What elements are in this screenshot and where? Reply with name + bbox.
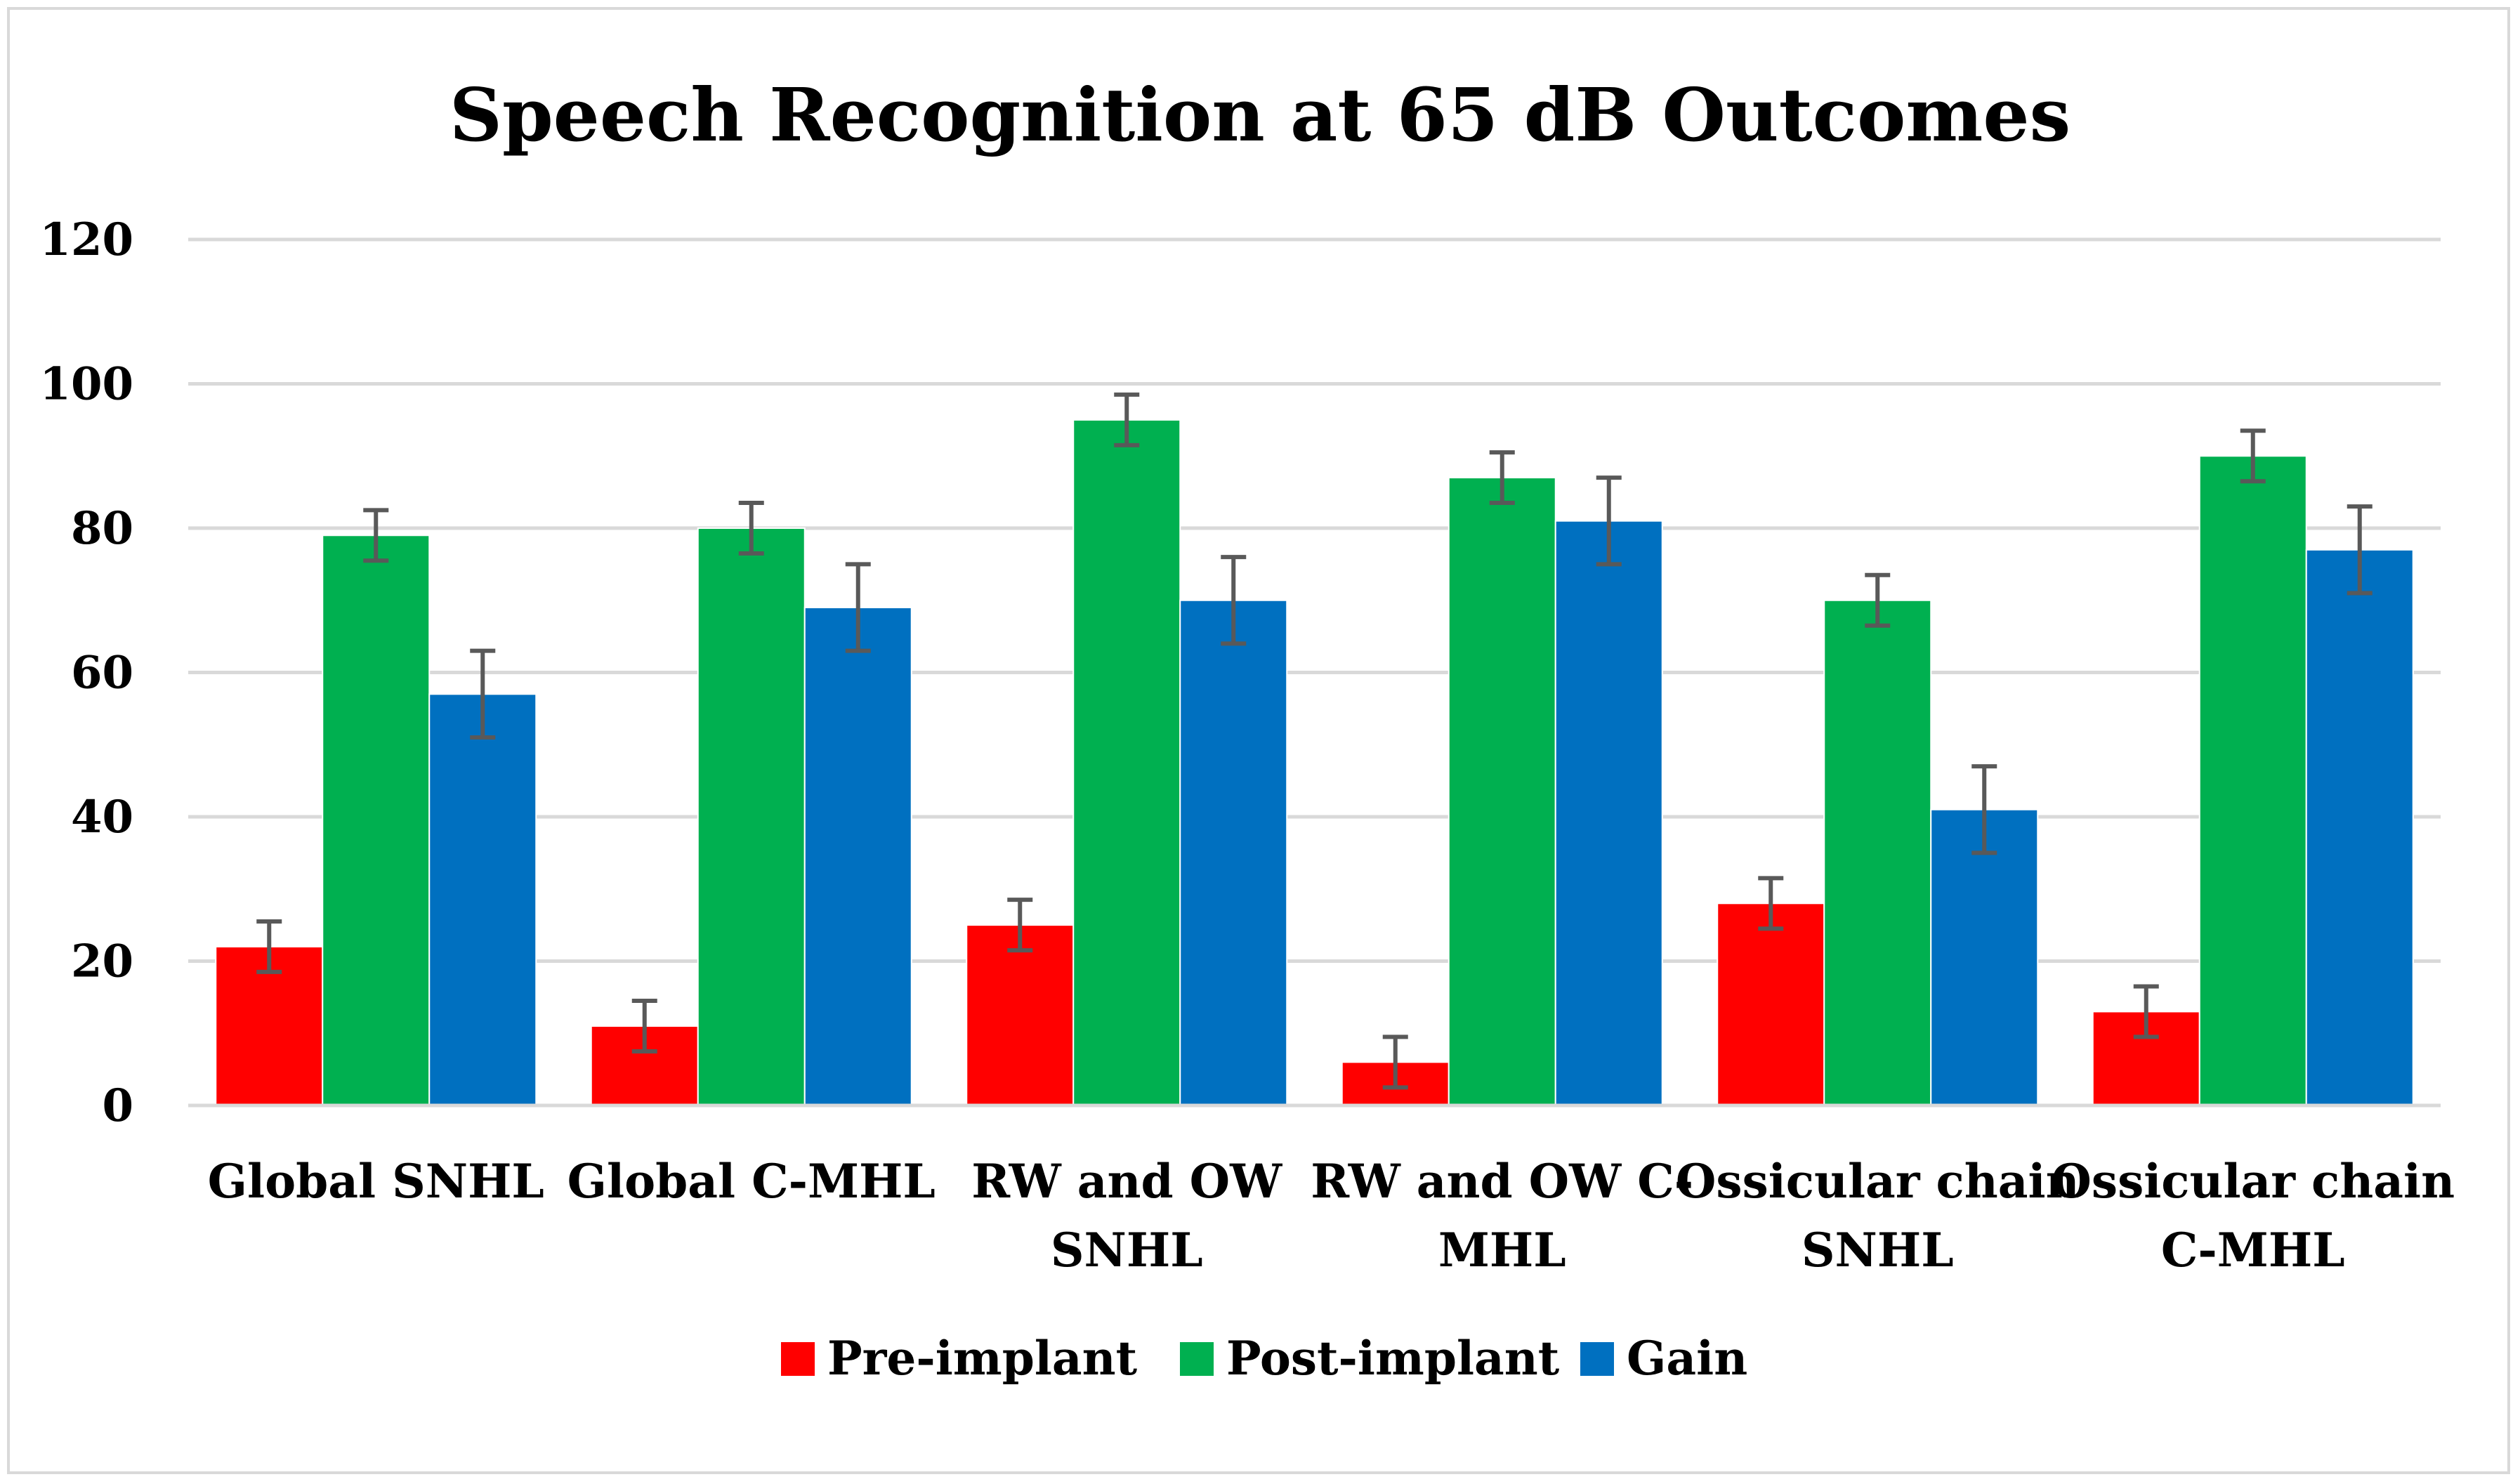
y-axis-tick-labels: 0 20 40 60 80 100 120 [39,214,133,1132]
category-label: RW and OW C-MHL [1311,1154,1693,1278]
error-bar [470,648,496,740]
y-tick-label: 80 [71,502,133,555]
error-bar [1382,1035,1408,1090]
bar-gain [803,607,912,1106]
error-bar [738,501,764,556]
gridlines [188,237,2441,963]
legend: Pre-implant Post-implant Gain [781,1331,1747,1386]
category-label: Global C-MHL [567,1154,936,1209]
error-bar [1865,572,1891,628]
error-bar [1221,555,1247,646]
error-bars [256,392,2373,1090]
bar-post-implant [1072,419,1181,1106]
y-tick-label: 0 [102,1079,133,1132]
legend-swatch [781,1342,815,1376]
bars [215,419,2414,1107]
error-bar [1489,450,1515,506]
bar-pre-implant [1717,902,1825,1107]
bar-gain [1554,520,1663,1106]
error-bar [1758,876,1784,931]
error-bar [1114,392,1140,447]
category-label: Ossicular chain SNHL [1676,1154,2080,1278]
category-label: Global SNHL [208,1154,544,1209]
error-bar [363,508,389,563]
error-bar [631,999,657,1053]
error-bar [1007,898,1033,953]
bar-gain [428,693,537,1106]
y-tick-label: 100 [39,358,133,411]
legend-swatch [1180,1342,1214,1376]
error-bar [2347,504,2373,596]
legend-item: Pre-implant [781,1331,1138,1386]
y-tick-label: 120 [39,214,133,266]
legend-label: Gain [1627,1331,1747,1386]
error-bar [1596,475,1622,567]
chart-title: Speech Recognition at 65 dB Outcomes [449,72,2071,158]
error-bar [2133,984,2159,1039]
bar-post-implant [322,534,431,1106]
legend-label: Pre-implant [827,1331,1138,1386]
bar-post-implant [2198,455,2307,1106]
error-bar [1971,764,1997,855]
category-label: RW and OW SNHL [971,1154,1282,1278]
bar-post-implant [1448,477,1556,1106]
bar-gain [1179,599,1288,1106]
legend-label: Post-implant [1226,1331,1560,1386]
error-bar [845,562,871,653]
bar-gain [1930,808,2039,1106]
bar-post-implant [1823,599,1932,1106]
legend-swatch [1580,1342,1614,1376]
category-label: Ossicular chain C-MHL [2051,1154,2455,1278]
y-tick-label: 20 [71,935,133,988]
bar-post-implant [697,527,806,1106]
legend-item: Gain [1580,1331,1747,1386]
y-tick-label: 60 [71,647,133,700]
bar-gain [2305,549,2414,1106]
error-bar [2240,428,2266,484]
error-bar [256,919,282,974]
legend-item: Post-implant [1180,1331,1560,1386]
y-tick-label: 40 [71,791,133,843]
